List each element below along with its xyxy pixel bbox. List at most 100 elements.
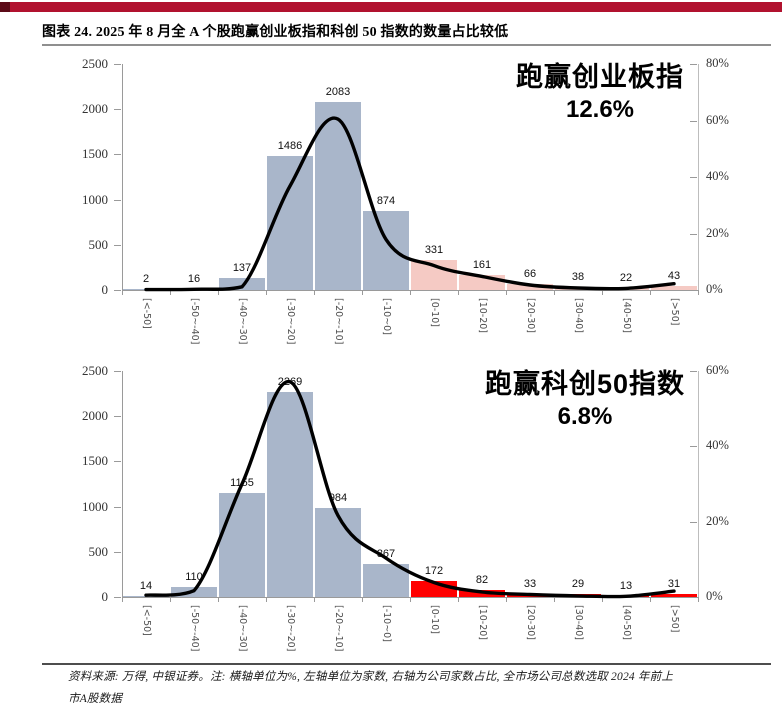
- bar-value-label: 16: [187, 273, 201, 285]
- x-axis-tick: [458, 598, 459, 602]
- left-axis-tick: [114, 290, 121, 291]
- left-axis-tick-label: 0: [101, 589, 109, 604]
- x-axis-category-label: [10-20]: [477, 605, 488, 641]
- bar-value-label: 31: [667, 578, 681, 590]
- x-axis-category-label: [-10~0]: [381, 298, 392, 335]
- histogram-bar: [315, 102, 361, 290]
- x-axis-category-label: [10-20]: [477, 298, 488, 334]
- x-axis-category-label: [<-50]: [141, 298, 152, 329]
- x-axis-category-label: [-40~-30]: [237, 605, 248, 652]
- left-axis-tick-label: 1500: [82, 453, 108, 469]
- bar-value-label: 110: [185, 571, 203, 583]
- x-axis-tick: [218, 291, 219, 295]
- bar-value-label: 43: [667, 270, 681, 282]
- x-axis-category-label: [40-50]: [621, 298, 632, 334]
- bar-value-label: 874: [376, 195, 396, 207]
- right-axis-line: [698, 64, 699, 291]
- report-header-banner: [0, 2, 782, 12]
- x-axis-tick: [458, 291, 459, 295]
- left-axis-line: [122, 371, 123, 598]
- chart-annotation: 跑赢创业板指 12.6%: [430, 60, 770, 126]
- bar-value-label: 82: [475, 574, 489, 586]
- bar-value-label: 161: [472, 259, 492, 271]
- x-axis-tick: [122, 291, 123, 295]
- distribution-curve: [144, 380, 676, 599]
- bar-value-label: 13: [619, 580, 633, 592]
- left-axis-tick-label: 0: [101, 282, 109, 297]
- x-axis-category-label: [-30~-20]: [285, 605, 296, 652]
- x-axis-tick: [650, 291, 651, 295]
- x-axis-category-label: [-50~-40]: [189, 298, 200, 345]
- x-axis-tick: [410, 291, 411, 295]
- x-axis-category-label: [30-40]: [573, 605, 584, 641]
- title-divider: [42, 44, 771, 46]
- source-note: 资料来源: 万得, 中银证券。注: 横轴单位为%, 左轴单位为家数, 右轴为公司…: [68, 671, 674, 683]
- right-axis-tick-label: 60%: [706, 112, 729, 127]
- footer-divider: [42, 663, 771, 665]
- histogram-bar: [651, 286, 697, 290]
- x-axis-category-label: [-10~0]: [381, 605, 392, 642]
- right-axis-tick-label: 40%: [706, 438, 729, 453]
- histogram-bar: [267, 392, 313, 597]
- right-axis-tick: [690, 371, 697, 372]
- x-axis-tick: [266, 598, 267, 602]
- x-axis-category-label: [-30~-20]: [285, 298, 296, 345]
- right-axis-tick: [690, 521, 697, 523]
- left-axis-tick-label: 1000: [82, 498, 108, 514]
- histogram-bar: [315, 508, 361, 597]
- right-axis-line: [698, 371, 699, 598]
- left-axis-tick: [114, 597, 121, 598]
- chart-annotation-value: 12.6%: [565, 96, 635, 123]
- chart-outperform-chinext-index: 0 500 1000 1500 2000 2500 0% 20% 40% 60% 80% 2 16 137…: [0, 56, 782, 364]
- distribution-curve-path: [144, 116, 676, 292]
- x-axis-tick: [218, 598, 219, 602]
- x-axis-tick: [122, 598, 123, 602]
- x-axis-tick: [506, 598, 507, 602]
- x-axis-tick: [362, 598, 363, 602]
- x-axis-tick: [266, 291, 267, 295]
- chart-annotation-value: 6.8%: [557, 403, 613, 430]
- histogram-bar: [651, 594, 697, 597]
- x-axis-tick: [362, 291, 363, 295]
- figure-title: 图表 24. 2025 年 8 月全 A 个股跑赢创业板指和科创 50 指数的数…: [42, 25, 509, 40]
- left-axis-tick-label: 2500: [82, 363, 108, 378]
- right-axis-tick: [690, 233, 697, 235]
- left-axis-tick: [114, 371, 121, 372]
- x-axis-category-label: [0-10]: [429, 298, 440, 327]
- x-axis-tick: [170, 598, 171, 602]
- left-axis-tick: [114, 244, 121, 246]
- left-axis-tick-label: 1000: [82, 191, 108, 207]
- left-axis-tick-label: 2000: [82, 101, 108, 117]
- bar-value-label: 2: [142, 273, 150, 285]
- left-axis-tick-label: 500: [88, 543, 109, 559]
- bar-value-label: 2083: [325, 86, 351, 98]
- right-axis-tick-label: 0%: [706, 589, 723, 603]
- x-axis-category-label: [-50~-40]: [189, 605, 200, 652]
- right-axis-tick-label: 80%: [706, 56, 729, 70]
- x-axis-tick: [506, 291, 507, 295]
- right-axis-tick-label: 20%: [706, 225, 729, 240]
- x-axis-category-label: [30-40]: [573, 298, 584, 334]
- bar-value-label: 137: [232, 262, 252, 274]
- x-axis-category-label: [-20~-10]: [333, 298, 344, 345]
- x-axis-category-label: [>50]: [669, 605, 680, 633]
- x-axis-tick: [554, 598, 555, 602]
- source-note-continued: 市A股数据: [68, 693, 123, 705]
- chart-outperform-star50-index: 0 500 1000 1500 2000 2500 0% 20% 40% 60% 14 110 1155…: [0, 363, 782, 671]
- right-axis-tick: [690, 120, 697, 122]
- histogram-bar: [507, 284, 553, 290]
- bar-value-label: 14: [139, 580, 153, 592]
- bar-value-label: 38: [571, 271, 585, 283]
- chart-annotation: 跑赢科创50指数 6.8%: [415, 367, 755, 433]
- left-axis-tick-label: 2500: [82, 56, 108, 71]
- x-axis-category-label: [0-10]: [429, 605, 440, 634]
- x-axis-tick: [314, 291, 315, 295]
- x-axis-tick: [602, 598, 603, 602]
- histogram-bar: [219, 493, 265, 597]
- x-axis-tick: [314, 598, 315, 602]
- chart-annotation-title: 跑赢创业板指: [516, 62, 684, 92]
- left-axis-tick: [114, 199, 121, 201]
- x-axis-category-label: [20-30]: [525, 605, 536, 641]
- right-axis-tick-label: 40%: [706, 169, 729, 183]
- x-axis-category-label: [>50]: [669, 298, 680, 326]
